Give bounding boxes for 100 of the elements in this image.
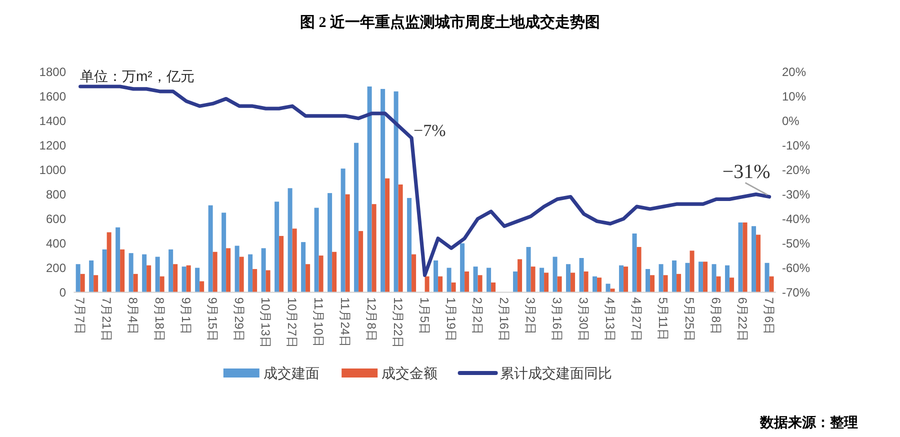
bar [328, 193, 332, 292]
bar [186, 265, 191, 292]
bar [345, 194, 350, 292]
bar [624, 266, 628, 292]
x-tick-label: 4月13日 [603, 297, 618, 342]
bar [725, 265, 730, 292]
bar [160, 276, 164, 292]
bar [597, 278, 602, 292]
x-tick-label: 10月13日 [258, 297, 273, 348]
bar [424, 276, 430, 292]
bar [372, 204, 376, 292]
bar [234, 246, 240, 292]
x-tick-label: 11月24日 [338, 297, 352, 348]
bar [222, 212, 226, 292]
legend-label: 成交建面 [263, 364, 320, 381]
bar [712, 264, 716, 292]
bar [208, 205, 213, 292]
legend-label: 成交金额 [382, 364, 438, 381]
bar [566, 264, 571, 292]
x-tick-label: 11月10日 [312, 297, 326, 348]
bar [266, 270, 270, 292]
bar [407, 198, 412, 292]
bar [584, 271, 588, 292]
legend-label: 累计成交建面同比 [500, 364, 612, 381]
bar [526, 246, 531, 292]
line-series [78, 84, 772, 277]
bar [252, 269, 258, 292]
bar [632, 234, 637, 292]
bar [288, 188, 292, 292]
bar [544, 272, 549, 292]
bar [358, 231, 364, 292]
bar [106, 232, 112, 292]
y-axis-title: 单位：万m²，亿元 [80, 68, 194, 84]
bar [398, 184, 403, 292]
y-tick-label: 1600 [39, 90, 66, 104]
bar [698, 262, 704, 292]
bar [173, 264, 178, 292]
bar [367, 86, 372, 292]
x-tick-label: 9月29日 [232, 297, 246, 342]
bar [478, 275, 482, 292]
bar [619, 265, 624, 292]
y-tick-label: 600 [46, 212, 66, 226]
data-label: −7% [414, 120, 446, 140]
bar [120, 249, 125, 292]
data-label: −31% [722, 160, 770, 183]
bar [491, 282, 496, 292]
bar [292, 228, 297, 292]
x-tick-label: 3月16日 [550, 297, 564, 342]
y-tick-label: 200 [46, 261, 66, 275]
x-tick-label: 2月16日 [497, 297, 512, 342]
bar [438, 276, 443, 292]
bar [102, 249, 107, 292]
x-tick-label: 3月2日 [524, 297, 538, 335]
bar [274, 202, 280, 292]
bar [716, 276, 721, 292]
bar [570, 272, 576, 292]
bar [658, 264, 664, 292]
bar [146, 265, 152, 292]
bar [155, 256, 160, 292]
bar [200, 281, 204, 292]
bar [239, 256, 244, 292]
x-tick-label: 9月1日 [179, 297, 194, 335]
bar [168, 249, 174, 292]
y-tick-label: 1800 [39, 65, 66, 79]
bar [769, 276, 774, 292]
bar [195, 268, 200, 292]
y-tick-label: 1200 [39, 138, 66, 152]
bar [332, 252, 337, 292]
bar [703, 262, 708, 292]
bar [742, 222, 748, 292]
chart-title: 图 2 近一年重点监测城市周度土地成交走势图 [300, 13, 600, 31]
bar [76, 264, 80, 292]
bar [606, 284, 610, 292]
y-tick-label: 1400 [39, 114, 66, 128]
bar [128, 253, 134, 292]
y-tick-label: 0 [59, 286, 66, 300]
bar [451, 282, 456, 292]
y-tick-label: 1000 [39, 163, 66, 177]
bar [412, 254, 416, 292]
bar [690, 250, 694, 292]
bar [513, 271, 518, 292]
bar [579, 258, 584, 292]
x-tick-label: 5月11日 [656, 297, 670, 340]
y2-tick-label: -70% [782, 286, 810, 300]
bar [116, 227, 120, 292]
x-tick-label: 12月22日 [391, 297, 406, 348]
y2-tick-label: -20% [782, 163, 810, 177]
x-tick-label: 7月6日 [762, 297, 776, 335]
bar [380, 88, 386, 292]
bar [434, 260, 438, 292]
bar [306, 264, 310, 292]
x-tick-label: 3月30日 [576, 297, 591, 342]
y2-tick-label: -30% [782, 188, 810, 202]
bar [738, 222, 743, 292]
bar [314, 208, 319, 292]
bar [557, 276, 562, 292]
bar [248, 254, 253, 292]
bar [610, 288, 615, 292]
bar [552, 256, 558, 292]
bar [385, 178, 390, 292]
